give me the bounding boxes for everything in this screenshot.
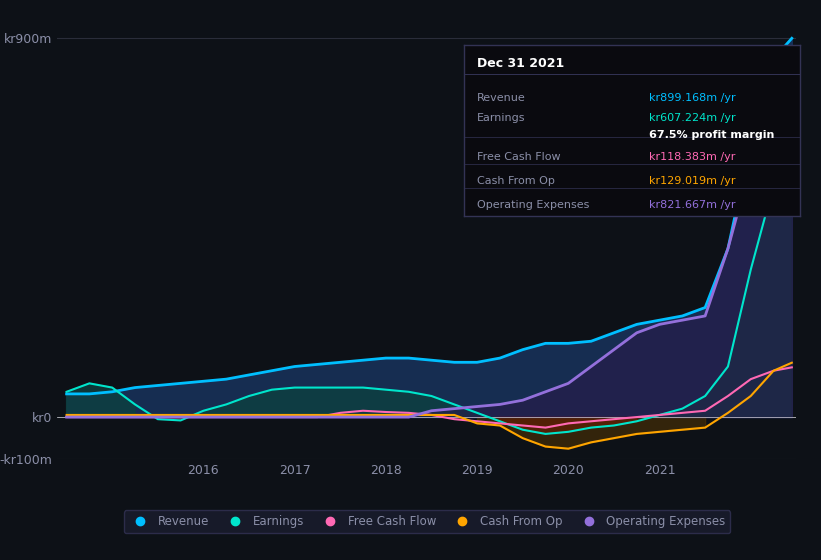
Text: Earnings: Earnings <box>477 113 525 123</box>
Text: Revenue: Revenue <box>477 92 526 102</box>
Text: kr118.383m /yr: kr118.383m /yr <box>649 152 736 162</box>
Text: Dec 31 2021: Dec 31 2021 <box>477 57 565 70</box>
Text: kr821.667m /yr: kr821.667m /yr <box>649 200 736 210</box>
Text: Cash From Op: Cash From Op <box>477 176 555 186</box>
Text: kr607.224m /yr: kr607.224m /yr <box>649 113 736 123</box>
Text: Operating Expenses: Operating Expenses <box>477 200 589 210</box>
Text: Free Cash Flow: Free Cash Flow <box>477 152 561 162</box>
Text: kr129.019m /yr: kr129.019m /yr <box>649 176 736 186</box>
Legend: Revenue, Earnings, Free Cash Flow, Cash From Op, Operating Expenses: Revenue, Earnings, Free Cash Flow, Cash … <box>124 511 730 533</box>
Text: 67.5% profit margin: 67.5% profit margin <box>649 130 774 140</box>
Text: kr899.168m /yr: kr899.168m /yr <box>649 92 736 102</box>
